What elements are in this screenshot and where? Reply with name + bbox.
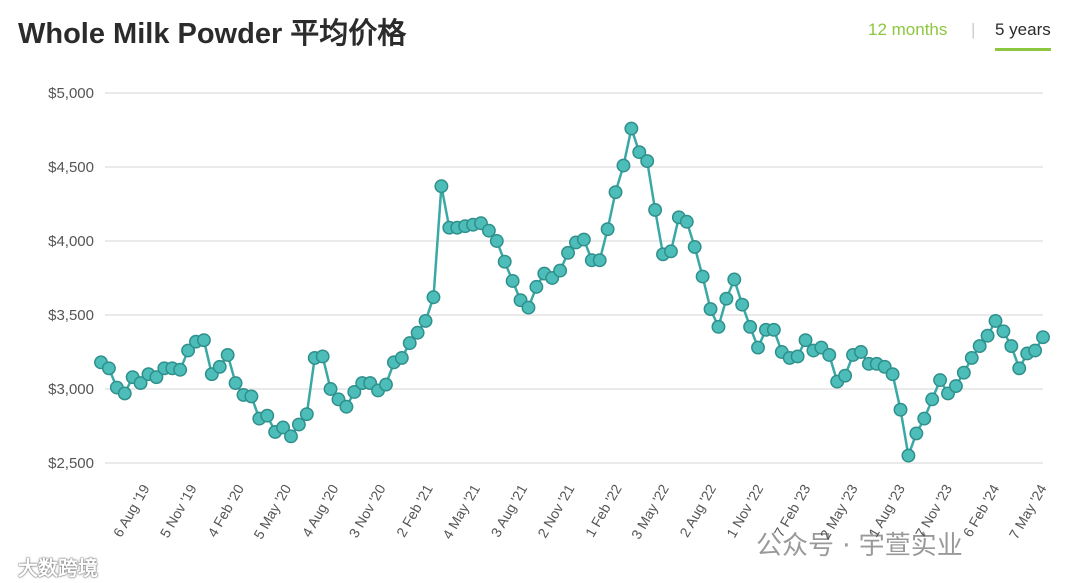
data-point: [522, 301, 534, 313]
data-point: [340, 401, 352, 413]
data-point: [966, 352, 978, 364]
data-point: [229, 377, 241, 389]
data-point: [934, 374, 946, 386]
data-point: [301, 408, 313, 420]
data-point: [641, 155, 653, 167]
data-point: [380, 378, 392, 390]
data-point: [752, 341, 764, 353]
data-point: [688, 241, 700, 253]
x-tick-label: 4 Aug '20: [299, 481, 342, 539]
data-point: [174, 364, 186, 376]
data-point: [649, 204, 661, 216]
data-point: [562, 247, 574, 259]
x-tick-label: 2 Aug '22: [676, 481, 719, 539]
data-point: [435, 180, 447, 192]
data-point: [973, 340, 985, 352]
data-point: [609, 186, 621, 198]
data-point: [989, 315, 1001, 327]
data-point: [119, 387, 131, 399]
data-point: [704, 303, 716, 315]
x-tick-label: 4 Feb '20: [204, 481, 247, 539]
data-point: [910, 427, 922, 439]
data-point: [720, 293, 732, 305]
data-point: [404, 337, 416, 349]
data-point: [712, 321, 724, 333]
data-point: [324, 383, 336, 395]
y-tick-label: $3,000: [48, 381, 94, 398]
data-point: [625, 122, 637, 134]
data-point: [245, 390, 257, 402]
x-tick-label: 6 Aug '19: [110, 481, 153, 539]
data-point: [419, 315, 431, 327]
data-point: [1013, 362, 1025, 374]
data-point: [554, 264, 566, 276]
data-point: [744, 321, 756, 333]
data-point: [958, 367, 970, 379]
data-point: [491, 235, 503, 247]
data-point: [1037, 331, 1049, 343]
data-point: [396, 352, 408, 364]
data-point: [617, 159, 629, 171]
y-tick-label: $4,500: [48, 159, 94, 176]
data-point: [285, 430, 297, 442]
data-point: [261, 409, 273, 421]
data-point: [768, 324, 780, 336]
data-point: [894, 404, 906, 416]
data-point: [427, 291, 439, 303]
data-point: [926, 393, 938, 405]
data-point: [221, 349, 233, 361]
data-point: [1029, 344, 1041, 356]
data-point: [728, 273, 740, 285]
data-point: [902, 449, 914, 461]
data-point: [736, 298, 748, 310]
data-point: [594, 254, 606, 266]
data-point: [791, 350, 803, 362]
data-point: [578, 233, 590, 245]
data-point: [214, 361, 226, 373]
data-point: [665, 245, 677, 257]
data-point: [506, 275, 518, 287]
data-point: [483, 224, 495, 236]
x-tick-label: 3 May '22: [628, 481, 672, 541]
data-point: [799, 334, 811, 346]
x-tick-label: 3 Nov '20: [345, 481, 388, 540]
data-point: [918, 412, 930, 424]
data-point: [601, 223, 613, 235]
data-point: [981, 330, 993, 342]
data-point: [681, 216, 693, 228]
data-point: [855, 346, 867, 358]
x-tick-label: 5 Nov '19: [157, 481, 200, 540]
data-point: [839, 369, 851, 381]
x-tick-label: 2 Feb '21: [393, 481, 436, 539]
data-point: [316, 350, 328, 362]
watermark-bottom-left: 大数跨境: [18, 552, 98, 581]
x-tick-label: 3 Aug '21: [487, 481, 530, 539]
data-point: [103, 362, 115, 374]
y-tick-label: $2,500: [48, 455, 94, 472]
data-point: [1005, 340, 1017, 352]
data-point: [950, 380, 962, 392]
data-point: [530, 281, 542, 293]
data-point: [997, 325, 1009, 337]
x-tick-label: 6 Feb '24: [960, 481, 1003, 539]
data-point: [293, 418, 305, 430]
x-tick-label: 4 May '21: [439, 481, 483, 541]
data-point: [499, 256, 511, 268]
x-tick-label: 2 Nov '21: [534, 481, 577, 540]
data-point: [696, 270, 708, 282]
y-tick-label: $4,000: [48, 233, 94, 250]
data-point: [886, 368, 898, 380]
y-tick-label: $5,000: [48, 85, 94, 102]
x-tick-label: 7 May '24: [1006, 481, 1050, 541]
data-point: [198, 334, 210, 346]
y-tick-label: $3,500: [48, 307, 94, 324]
data-point: [411, 327, 423, 339]
watermark-bottom-right: 公众号 · 宇萱实业: [756, 525, 963, 562]
x-tick-label: 1 Feb '22: [582, 481, 625, 539]
data-point: [823, 349, 835, 361]
x-tick-label: 5 May '20: [250, 481, 294, 541]
